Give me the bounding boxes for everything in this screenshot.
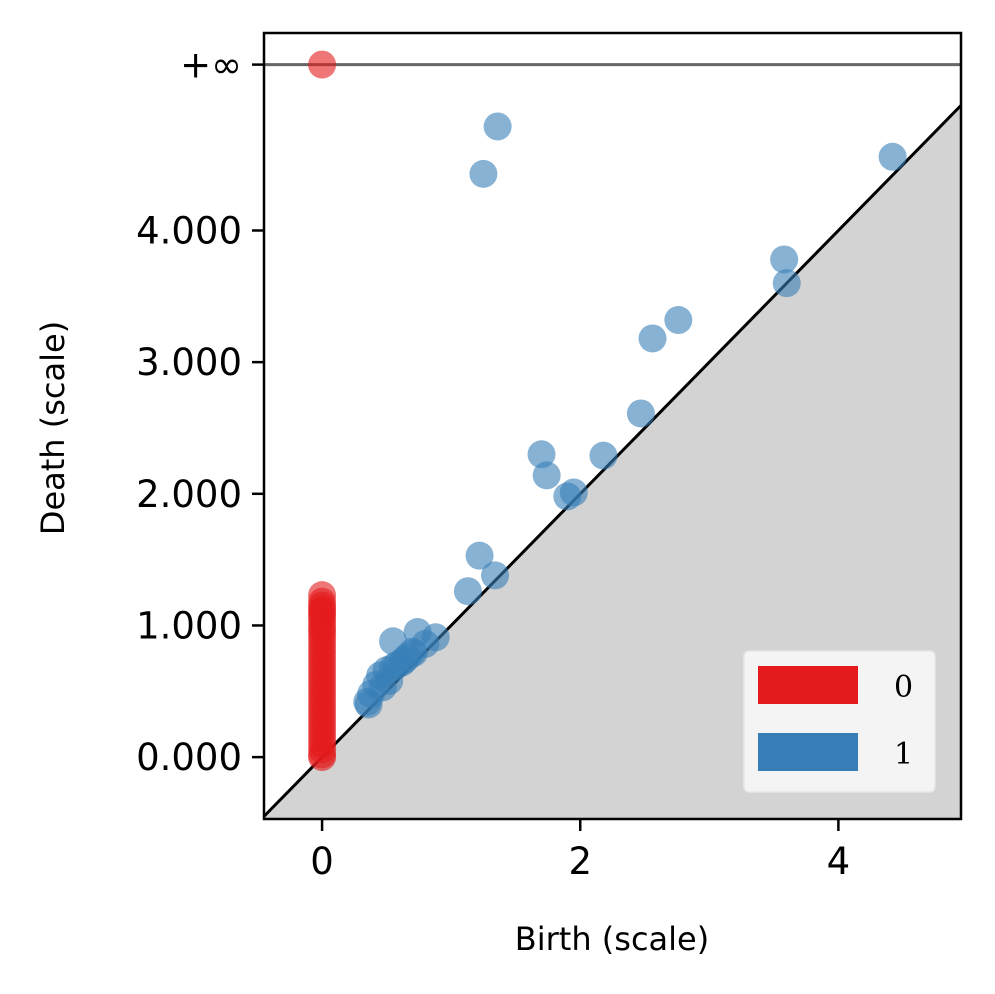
data-point bbox=[399, 639, 428, 668]
legend-swatch-0 bbox=[758, 666, 858, 704]
legend-swatch-1 bbox=[758, 733, 858, 771]
x-tick-label: 0 bbox=[310, 840, 334, 883]
y-tick-label: 0.000 bbox=[136, 736, 242, 779]
data-point bbox=[559, 478, 588, 507]
data-point bbox=[772, 269, 801, 298]
data-point bbox=[878, 142, 907, 171]
y-tick-label: 1.000 bbox=[136, 604, 242, 647]
legend-label-1: 1 bbox=[894, 737, 913, 772]
x-tick-label: 2 bbox=[568, 840, 592, 883]
data-point bbox=[527, 440, 556, 469]
legend: 01 bbox=[743, 650, 936, 793]
x-axis-title: Birth (scale) bbox=[515, 920, 709, 958]
data-point bbox=[589, 441, 618, 470]
y-tick-label: 3.000 bbox=[136, 341, 242, 384]
legend-label-0: 0 bbox=[894, 670, 913, 705]
data-point bbox=[664, 306, 693, 335]
data-point bbox=[308, 743, 337, 772]
data-point bbox=[453, 577, 482, 606]
data-point bbox=[469, 159, 498, 188]
infinity-tick-label: +∞ bbox=[180, 44, 242, 87]
data-point bbox=[532, 461, 561, 490]
y-tick-label: 4.000 bbox=[136, 209, 242, 252]
data-point bbox=[770, 245, 799, 274]
series-0 bbox=[308, 50, 337, 772]
y-axis-title: Death (scale) bbox=[34, 321, 72, 535]
x-tick-label: 4 bbox=[827, 840, 851, 883]
data-point bbox=[308, 50, 337, 79]
data-point bbox=[481, 561, 510, 590]
data-point bbox=[465, 541, 494, 570]
data-point bbox=[638, 324, 667, 353]
data-point bbox=[626, 399, 655, 428]
y-tick-label: 2.000 bbox=[136, 473, 242, 516]
data-point bbox=[368, 673, 397, 702]
data-point bbox=[483, 112, 512, 141]
series-1 bbox=[353, 112, 907, 719]
plot-frame bbox=[262, 31, 963, 821]
data-points bbox=[308, 50, 907, 772]
